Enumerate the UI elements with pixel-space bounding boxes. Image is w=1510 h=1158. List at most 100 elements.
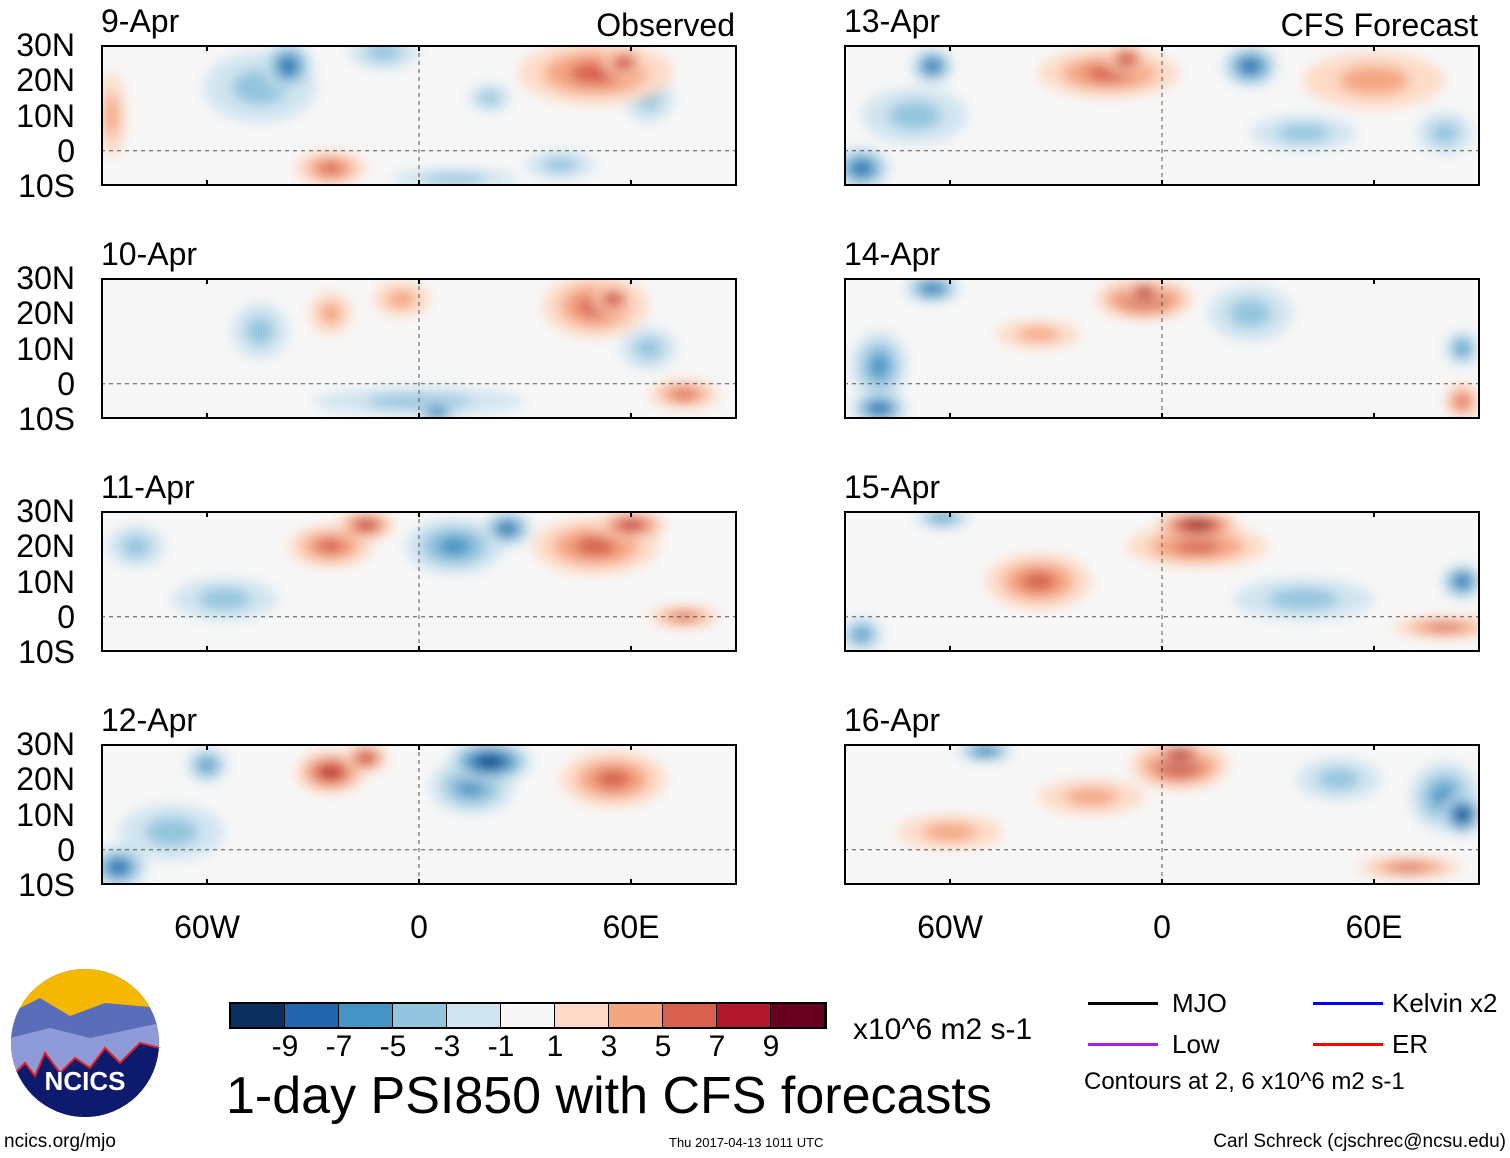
lon-label: 60E [1345,909,1403,945]
anomaly-contour [542,157,578,172]
anomaly-contour [501,524,514,534]
anomaly-contour [198,588,252,610]
anomaly-contour [431,409,442,415]
lon-label: 60W [174,909,240,945]
anomaly-contour [872,404,887,413]
lat-label: 10N [16,796,75,833]
lat-label: 20N [16,528,75,565]
lat-label: 20N [16,761,75,798]
footer-author: Carl Schreck (cjschrec@ncsu.edu) [1213,1131,1506,1152]
map-panel [101,45,737,186]
panel-label: Observed [596,7,735,43]
lat-label: 10N [16,97,75,134]
colorbar-label: -9 [271,1030,299,1063]
legend-mjo: MJO [1172,988,1227,1018]
ncics-logo: NCICS [11,969,159,1117]
anomaly-contour [1457,577,1468,586]
anomaly-contour [1017,327,1060,342]
anomaly-contour [1458,810,1467,819]
colorbar-swatch [717,1004,771,1027]
contour-note: Contours at 2, 6 x10^6 m2 s-1 [1084,1068,1405,1095]
anomaly-contour [1243,60,1258,72]
colorbar-label: 5 [654,1030,672,1063]
legend-mjo-line [1088,1002,1158,1005]
lat-label: 30N [16,27,75,63]
anomaly-contour [111,862,126,873]
map-panel [101,511,737,652]
colorbar-label: -1 [487,1030,515,1063]
anomaly-contour [933,514,953,522]
anomaly-contour [282,59,295,73]
anomaly-contour [672,613,696,621]
colorbar-label: 1 [546,1030,564,1063]
lon-label: 0 [1153,909,1171,945]
lat-label: 10S [18,168,75,204]
anomaly-contour [622,521,640,529]
figure-title: 1-day PSI850 with CFS forecasts [226,1067,992,1125]
lat-label: 30N [16,493,75,529]
panel-date: 16-Apr [844,702,941,738]
anomaly-contour [1338,66,1410,95]
colorbar-label: 3 [600,1030,618,1063]
map-panel [101,278,737,419]
anomaly-contour [608,295,619,303]
lat-label: 0 [57,598,75,635]
map-panel [844,511,1480,652]
colorbar-swatch [447,1004,501,1027]
anomaly-contour [854,163,869,174]
legend-er-line [1313,1043,1383,1046]
anomaly-contour [927,61,938,71]
anomaly-contour [1268,588,1339,610]
anomaly-contour [672,389,696,400]
anomaly-contour [387,290,416,308]
anomaly-contour [479,90,501,105]
anomaly-contour [1064,788,1118,806]
colorbar-swatch [339,1004,393,1027]
panel-date: 10-Apr [101,236,198,272]
legend-low-line [1088,1043,1158,1046]
colorbar-swatch [555,1004,609,1027]
anomaly-contour [574,536,617,556]
colorbar-label: 9 [762,1030,780,1063]
anomaly-contour [1121,55,1132,63]
colorbar-swatch [393,1004,447,1027]
lat-label: 0 [57,132,75,169]
map-panel [844,744,1480,885]
colorbar-swatch [609,1004,663,1027]
anomaly-contour [104,94,119,137]
lat-label: 20N [16,62,75,99]
anomaly-contour [422,173,487,185]
anomaly-contour [618,59,630,67]
anomaly-contour [1430,122,1459,144]
anomaly-contour [888,101,942,130]
anomaly-contour [1229,299,1272,328]
colorbar-label: -7 [325,1030,353,1063]
footer-url[interactable]: ncics.org/mjo [4,1131,116,1152]
svg-text:NCICS: NCICS [45,1066,126,1096]
anomaly-contour [437,536,471,556]
lat-label: 0 [57,831,75,868]
anomaly-contour [318,162,343,175]
anomaly-contour [595,769,631,789]
colorbar-swatch [285,1004,339,1027]
anomaly-contour [360,754,372,762]
legend-er: ER [1392,1029,1429,1059]
lat-label: 10S [18,634,75,670]
anomaly-contour [199,759,215,772]
colorbar-units: x10^6 m2 s-1 [853,1013,1033,1046]
lat-label: 30N [16,726,75,762]
colorbar [229,1002,827,1029]
colorbar-swatch [771,1004,825,1027]
panel-date: 9-Apr [101,3,180,39]
colorbar-swatch [663,1004,717,1027]
lat-label: 10S [18,401,75,437]
legend-low: Low [1172,1029,1220,1059]
anomaly-contour [1276,124,1330,142]
anomaly-contour [320,302,342,324]
colorbar-swatch [231,1004,285,1027]
anomaly-contour [978,748,993,754]
anomaly-contour [869,354,889,378]
anomaly-contour [358,521,374,529]
lat-label: 10S [18,867,75,903]
map-panel [844,278,1480,419]
